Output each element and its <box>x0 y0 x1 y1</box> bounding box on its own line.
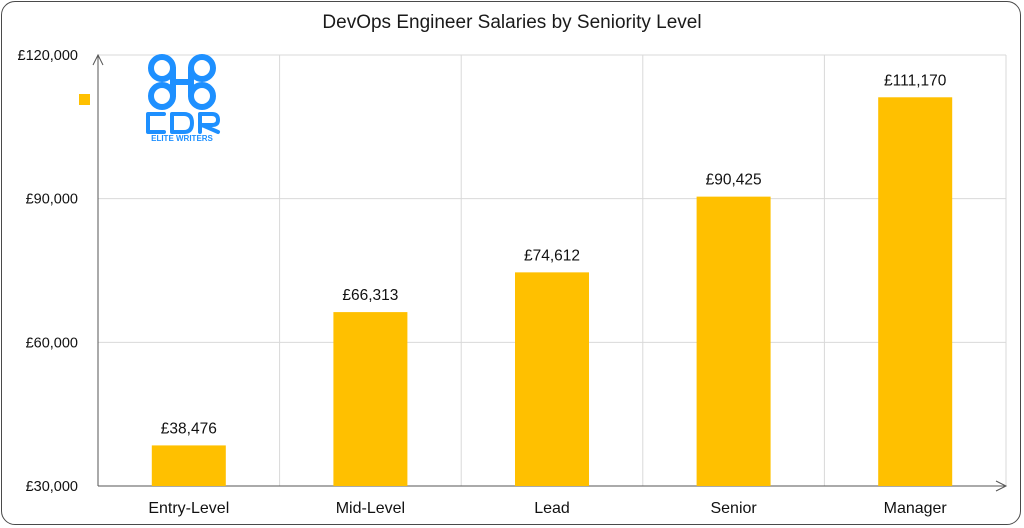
bar <box>878 97 953 486</box>
x-category-label: Manager <box>884 500 948 517</box>
y-tick-label: £90,000 <box>26 192 78 208</box>
data-label: £66,313 <box>342 287 398 304</box>
logo-cross <box>170 65 194 99</box>
bars <box>151 97 953 486</box>
legend-swatch <box>79 94 90 105</box>
data-label: £111,170 <box>884 72 947 89</box>
labels: £30,000 £60,000 £90,000 £120,000 £38,476 Entr… <box>18 48 948 517</box>
bar <box>333 312 408 486</box>
x-category-label: Lead <box>534 500 570 517</box>
y-tick-label: £30,000 <box>26 479 78 495</box>
bar <box>515 272 589 486</box>
logo-loop <box>188 82 216 110</box>
x-category-label: Entry-Level <box>148 500 229 517</box>
y-tick-label: £60,000 <box>26 335 78 351</box>
data-label: £90,425 <box>706 172 762 189</box>
cdr-logo-icon <box>146 54 220 134</box>
x-category-label: Mid-Level <box>336 500 405 517</box>
bar <box>151 445 226 486</box>
logo-loop <box>188 54 216 82</box>
logo-monogram <box>146 112 220 134</box>
data-label: £38,476 <box>161 420 217 437</box>
logo-loop <box>148 82 176 110</box>
x-category-label: Senior <box>710 500 757 517</box>
data-label: £74,612 <box>524 247 580 264</box>
chart-title: DevOps Engineer Salaries by Seniority Le… <box>322 12 702 33</box>
x-axis-arrow <box>995 480 1008 492</box>
logo-text: ELITE WRITERS <box>151 134 213 143</box>
logo-loop <box>148 54 176 82</box>
y-tick-label: £120,000 <box>18 48 78 64</box>
y-axis-arrow <box>92 53 104 66</box>
bar <box>696 196 771 486</box>
